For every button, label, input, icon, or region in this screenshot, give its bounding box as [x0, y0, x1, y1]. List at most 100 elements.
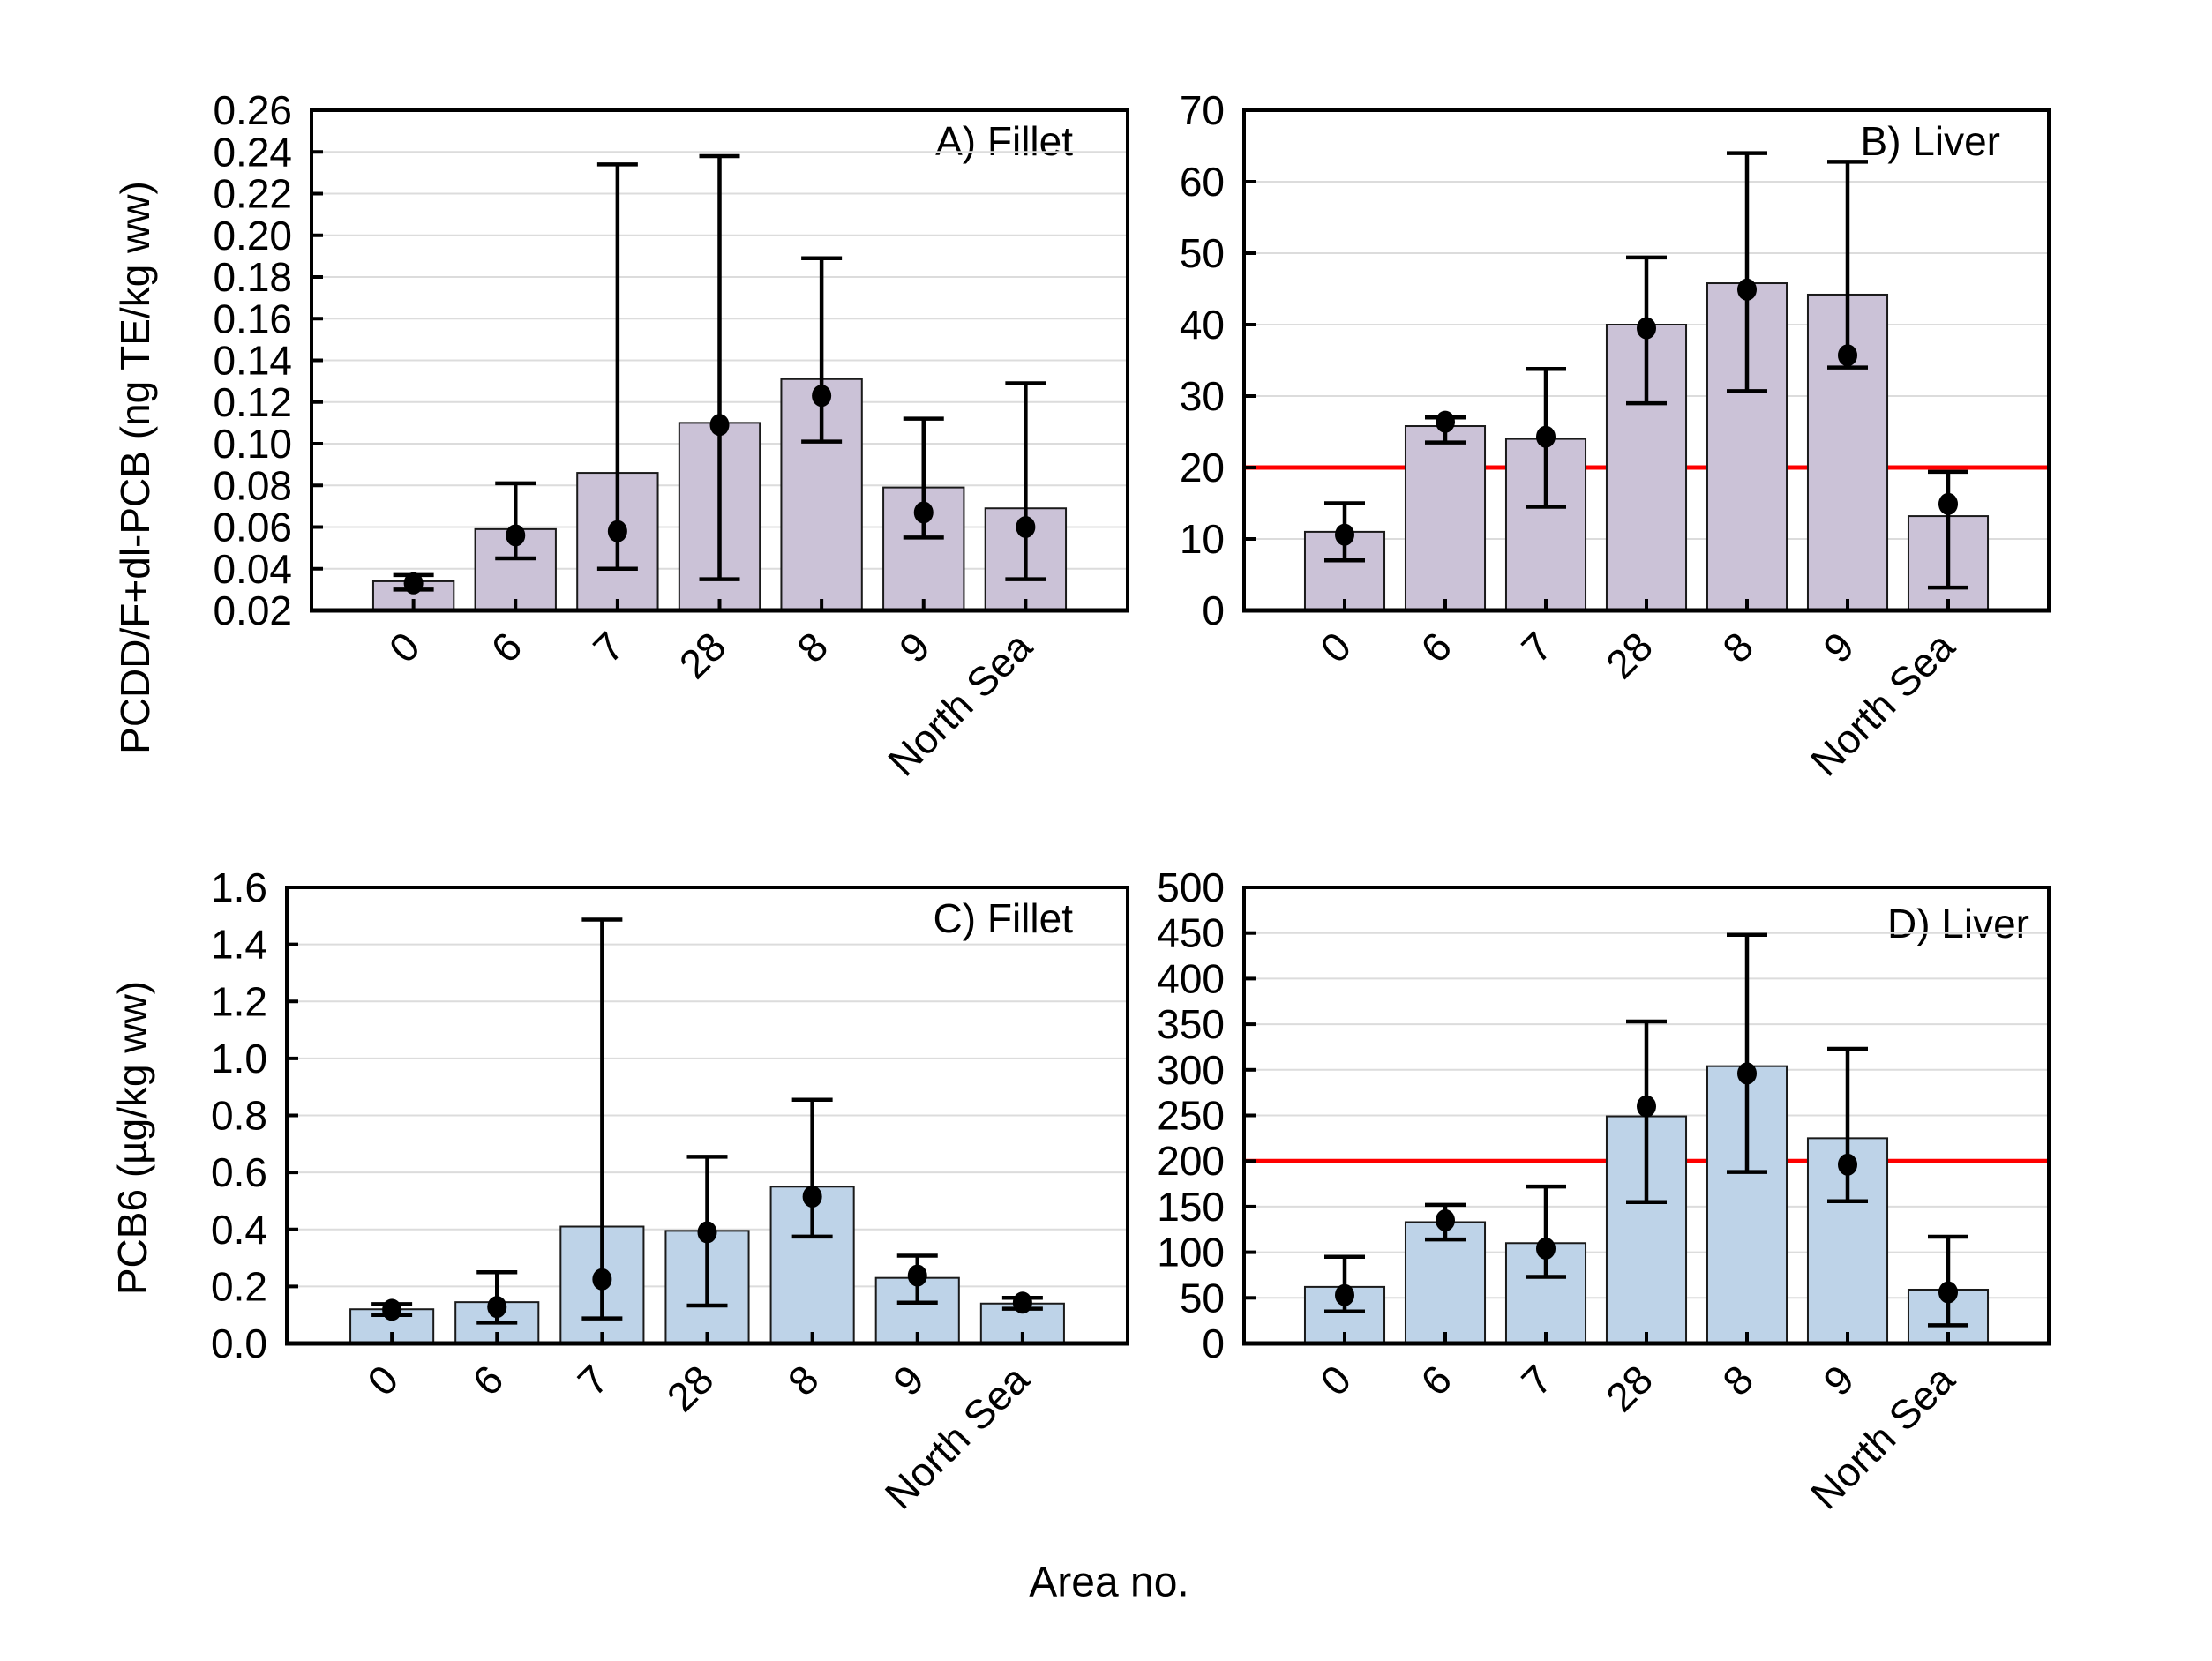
y-tick-label: 0.2: [211, 1263, 267, 1309]
bar-6: [1404, 425, 1487, 611]
y-tick-label: 0: [1202, 587, 1225, 633]
median-dot-North Sea: [1016, 516, 1036, 538]
x-category-label-7: 7: [1512, 623, 1561, 671]
y-tick-label: 0.6: [211, 1149, 267, 1195]
error-bar-7: [1526, 1184, 1566, 1279]
x-category-label-8: 8: [1713, 1356, 1762, 1404]
x-category-label-9: 9: [1814, 623, 1863, 671]
error-bar-8: [1727, 932, 1767, 1174]
y-tick-label: 350: [1157, 1001, 1225, 1047]
y-tick-label: 250: [1157, 1093, 1225, 1139]
y-tick-label: 0.10: [213, 421, 292, 467]
error-bar-8: [801, 256, 843, 444]
median-dot-9: [1838, 344, 1857, 367]
panel-title-a-fillet: A) Fillet: [935, 118, 1073, 164]
y-tick-label: 0.4: [211, 1207, 267, 1253]
panel-title-b-liver: B) Liver: [1860, 118, 2000, 164]
error-bar-North Sea: [1928, 469, 1968, 590]
x-category-label-6: 6: [1412, 1356, 1460, 1404]
median-dot-28: [1637, 1095, 1656, 1118]
panel-title-c-fillet: C) Fillet: [933, 895, 1073, 941]
x-category-label-9: 9: [1814, 1356, 1863, 1404]
median-dot-North Sea: [1938, 492, 1958, 515]
median-dot-North Sea: [1012, 1291, 1032, 1314]
panel-c-plot: 0.00.20.40.60.81.01.21.41.60 6 7 28 8 9North …: [211, 864, 1129, 1518]
median-dot-6: [506, 524, 526, 547]
y-tick-label: 10: [1180, 516, 1225, 562]
panel-a-plot: 0.020.040.060.080.100.120.140.160.180.20…: [213, 87, 1129, 785]
x-axis-label: Area no.: [1029, 1559, 1189, 1606]
x-category-label-28: 28: [1597, 1356, 1661, 1420]
median-dot-9: [913, 501, 934, 524]
median-dot-7: [1536, 425, 1556, 448]
y-tick-label: 0: [1202, 1321, 1225, 1366]
x-category-label-8: 8: [788, 623, 836, 671]
x-category-label-0: 0: [380, 623, 429, 671]
error-bar-9: [1827, 1046, 1868, 1203]
x-category-label-0: 0: [1311, 623, 1360, 671]
error-bar-8: [1727, 151, 1767, 393]
median-dot-6: [1436, 1208, 1455, 1231]
y-tick-label: 150: [1157, 1184, 1225, 1230]
y-tick-label: 300: [1157, 1047, 1225, 1093]
y-tick-label: 0.16: [213, 296, 292, 341]
x-category-label-9: 9: [884, 1356, 933, 1404]
x-category-label-8: 8: [1713, 623, 1762, 671]
x-category-label-6: 6: [463, 1356, 512, 1404]
y-tick-label: 100: [1157, 1230, 1225, 1276]
error-bar-28: [699, 153, 740, 581]
y-tick-label: 50: [1180, 1275, 1225, 1321]
y-tick-label: 1.6: [211, 864, 267, 910]
panel-title-d-liver: D) Liver: [1886, 901, 2029, 946]
x-category-label-6: 6: [482, 623, 530, 671]
error-bar-North Sea: [1928, 1234, 1968, 1328]
median-dot-9: [1838, 1153, 1857, 1176]
y-tick-label: 0.18: [213, 254, 292, 300]
x-category-label-0: 0: [358, 1356, 407, 1404]
y-tick-label: 500: [1157, 864, 1225, 910]
y-tick-label: 70: [1180, 87, 1225, 133]
error-bar-North Sea: [1005, 381, 1046, 581]
y-tick-label: 0.8: [211, 1093, 267, 1139]
y-tick-label: 0.0: [211, 1321, 267, 1366]
y-tick-label: 0.12: [213, 379, 292, 425]
median-dot-0: [382, 1298, 402, 1321]
y-tick-label: 0.22: [213, 171, 292, 217]
median-dot-7: [1536, 1237, 1556, 1260]
y-axis-label-pcdd: PCDD/F+dl-PCB (ng TE/kg ww): [112, 181, 158, 754]
y-tick-label: 40: [1180, 302, 1225, 348]
y-tick-label: 200: [1157, 1138, 1225, 1184]
x-category-label-0: 0: [1311, 1356, 1360, 1404]
median-dot-0: [1335, 1283, 1354, 1306]
median-dot-0: [1335, 523, 1354, 546]
median-dot-0: [403, 572, 424, 595]
y-tick-label: 0.24: [213, 129, 292, 175]
median-dot-8: [1737, 278, 1757, 301]
y-tick-label: 30: [1180, 373, 1225, 419]
y-axis-label-pcb6: PCB6 (µg/kg ww): [109, 980, 155, 1296]
y-tick-label: 400: [1157, 955, 1225, 1001]
x-category-label-6: 6: [1412, 623, 1460, 671]
y-tick-label: 50: [1180, 230, 1225, 276]
error-bar-7: [596, 162, 638, 571]
median-dot-6: [487, 1296, 507, 1319]
median-dot-6: [1436, 410, 1455, 433]
y-tick-label: 60: [1180, 159, 1225, 205]
median-dot-28: [709, 414, 730, 437]
y-tick-label: 450: [1157, 910, 1225, 956]
y-tick-label: 0.06: [213, 505, 292, 550]
x-category-label-8: 8: [779, 1356, 828, 1404]
x-category-label-9: 9: [890, 623, 939, 671]
median-dot-28: [697, 1221, 717, 1244]
y-tick-label: 0.02: [213, 587, 292, 633]
median-dot-8: [1737, 1062, 1757, 1085]
y-tick-label: 0.08: [213, 462, 292, 508]
x-category-label-7: 7: [569, 1356, 618, 1404]
y-tick-label: 0.14: [213, 338, 292, 384]
x-category-label-7: 7: [584, 623, 633, 671]
median-dot-9: [907, 1264, 927, 1287]
error-bar-9: [1827, 160, 1868, 370]
